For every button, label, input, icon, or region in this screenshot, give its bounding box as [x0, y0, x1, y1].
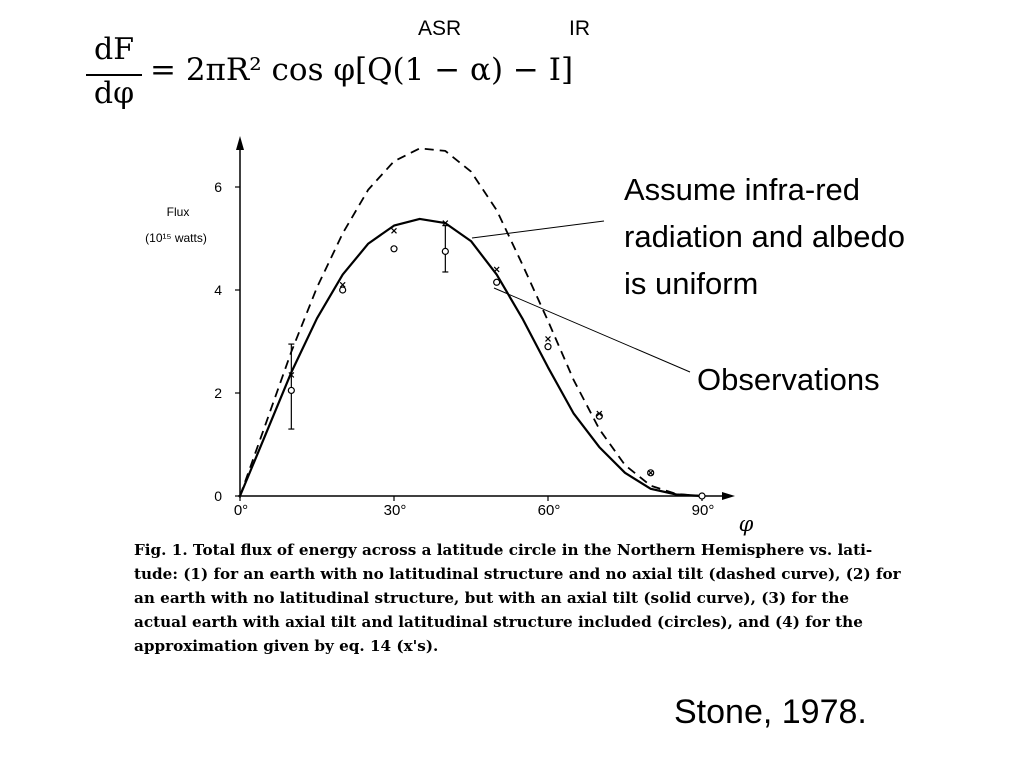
- approximation-x-mark: [596, 410, 603, 417]
- dashed-curve: [239, 147, 703, 497]
- y-tick-label: 2: [214, 385, 222, 401]
- y-axis-label: Flux: [167, 205, 190, 219]
- model-annotation-line: Assume infra-red: [624, 172, 861, 207]
- source-citation: Stone, 1978.: [674, 693, 867, 731]
- approximation-x-mark: [391, 227, 397, 234]
- y-tick-label: 0: [214, 488, 222, 504]
- observations-annotation-leader: [493, 287, 691, 373]
- caption-line: Fig. 1. Total flux of energy across a la…: [134, 541, 873, 559]
- y-tick-label: 6: [214, 179, 222, 195]
- model-annotation: Assume infra-red radiation and albedo is…: [624, 166, 905, 307]
- x-axis-label: φ: [739, 512, 754, 536]
- approximation-x-mark: [493, 266, 500, 273]
- caption-line: approximation given by eq. 14 (x's).: [134, 637, 439, 655]
- approximation-x-mark: [647, 469, 654, 476]
- x-tick-label: 60°: [538, 502, 561, 519]
- x-axis-arrow: [722, 492, 735, 500]
- y-axis-arrow: [236, 136, 244, 150]
- equation-rhs: = 2πR² cos φ[Q(1 − α) − I]: [150, 52, 574, 88]
- annotation-leaders: [471, 220, 691, 373]
- observation-circle: [339, 286, 347, 294]
- caption-line: an earth with no latitudinal structure, …: [134, 589, 850, 607]
- observation-circle: [544, 343, 552, 351]
- caption-line: tude: (1) for an earth with no latitudin…: [134, 565, 901, 583]
- solid-curve: [238, 217, 703, 498]
- figure-caption: Fig. 1. Total flux of energy across a la…: [134, 538, 964, 658]
- model-annotation-line: is uniform: [624, 266, 759, 301]
- x-tick-label: 0°: [234, 502, 248, 519]
- equation-numerator: dF: [93, 32, 135, 67]
- ir-label: IR: [569, 17, 590, 40]
- model-annotation-line: radiation and albedo: [624, 219, 905, 254]
- observation-circle: [390, 245, 398, 253]
- approximation-x-mark: [442, 220, 449, 226]
- approximation-x-mark: [545, 336, 551, 342]
- equation-fraction-bar: [86, 74, 142, 76]
- observation-circle: [287, 386, 295, 395]
- approximation-x-mark: [339, 281, 346, 288]
- chart-series: [238, 147, 706, 500]
- x-tick-label: 30°: [384, 502, 407, 519]
- y-tick-label: 4: [214, 282, 222, 298]
- observation-circle: [698, 492, 706, 500]
- observations-annotation: Observations: [697, 362, 880, 397]
- approximation-x-mark: [288, 372, 295, 378]
- observation-circle: [493, 278, 501, 286]
- y-axis-label: (10¹⁵ watts): [145, 231, 207, 245]
- observation-circle: [441, 247, 449, 255]
- asr-label: ASR: [418, 17, 462, 40]
- flux-equation: dF dφ = 2πR² cos φ[Q(1 − α) − I]: [84, 30, 644, 120]
- caption-line: actual earth with axial tilt and latitud…: [134, 613, 863, 631]
- model-annotation-leader: [471, 220, 605, 239]
- equation-denominator: dφ: [93, 76, 135, 111]
- x-tick-label: 90°: [692, 502, 715, 519]
